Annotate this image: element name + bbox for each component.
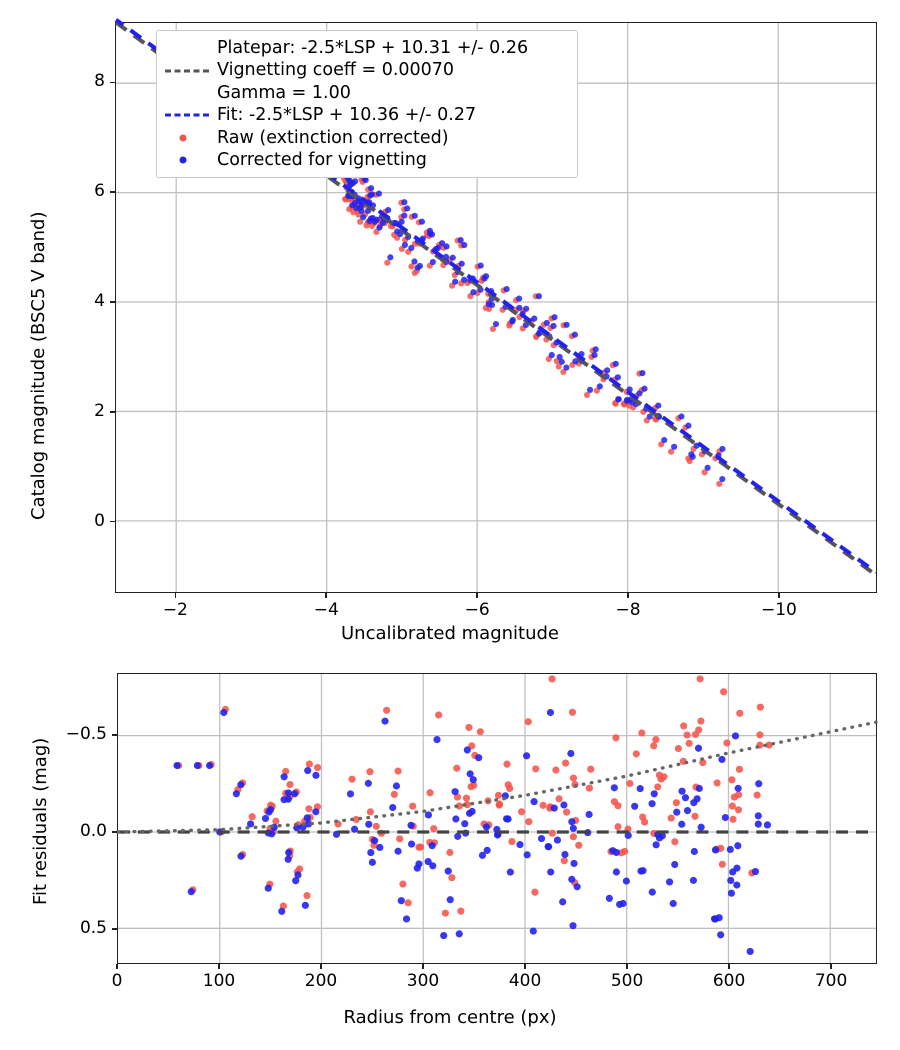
legend-label-vignetting-coeff: Vignetting coeff = 0.00070 xyxy=(217,60,455,81)
top-y-tick-mark xyxy=(110,520,115,523)
top-x-tick-label: −8 xyxy=(615,600,641,620)
legend-label-gamma: Gamma = 1.00 xyxy=(217,82,351,103)
top-x-tick-label: −10 xyxy=(760,600,797,620)
fit-residuals-canvas xyxy=(116,674,878,963)
bottom-y-tick-label: 0.5 xyxy=(79,918,107,939)
bottom-y-axis-title: Fit residuals (mag) xyxy=(30,737,51,905)
legend-key-corrected xyxy=(165,151,209,169)
legend-group-platepar: Platepar: -2.5*LSP + 10.31 +/- 0.26 Vign… xyxy=(165,37,567,104)
fit-residuals-plot xyxy=(116,673,878,964)
bottom-x-tick-label: 400 xyxy=(508,971,542,991)
top-y-tick-mark xyxy=(110,81,115,84)
top-y-tick-label: 8 xyxy=(94,71,105,92)
bottom-y-tick-mark xyxy=(112,831,117,833)
top-x-tick-mark xyxy=(627,593,629,598)
bottom-x-tick-mark xyxy=(728,964,730,969)
bottom-x-tick-mark xyxy=(320,964,322,969)
top-x-axis-title: Uncalibrated magnitude xyxy=(340,623,559,644)
legend-key-fit xyxy=(165,106,209,124)
bottom-x-tick-mark xyxy=(626,964,628,969)
bottom-y-tick-label: 0.0 xyxy=(79,821,107,842)
legend-key-raw xyxy=(165,129,209,147)
bottom-x-tick-mark xyxy=(422,964,424,969)
bottom-x-tick-mark xyxy=(218,964,220,969)
dashed-gray-line-icon xyxy=(165,69,209,73)
top-x-tick-mark xyxy=(476,593,478,598)
legend-key-vignetting-coeff xyxy=(165,62,209,80)
bottom-x-tick-mark xyxy=(116,964,118,969)
blue-dot-marker-icon xyxy=(179,156,187,164)
legend-label-platepar: Platepar: -2.5*LSP + 10.31 +/- 0.26 xyxy=(217,38,529,58)
bottom-x-tick-label: 500 xyxy=(610,971,644,991)
bottom-x-tick-label: 100 xyxy=(202,971,236,991)
top-y-tick-mark xyxy=(110,191,115,193)
dashed-blue-line-icon xyxy=(165,113,209,117)
legend-row-raw: Raw (extinction corrected) xyxy=(165,127,567,149)
top-y-axis-title: Catalog magnitude (BSC5 V band) xyxy=(28,211,49,520)
top-x-tick-mark xyxy=(325,593,328,598)
legend-label-fit: Fit: -2.5*LSP + 10.36 +/- 0.27 xyxy=(217,105,477,126)
top-y-tick-mark xyxy=(110,411,115,413)
top-y-tick-label: 6 xyxy=(94,181,105,202)
legend-label-raw: Raw (extinction corrected) xyxy=(217,127,449,148)
top-y-tick-mark xyxy=(110,301,115,303)
red-dot-marker-icon xyxy=(179,134,187,142)
bottom-x-tick-mark xyxy=(524,964,526,969)
bottom-x-tick-label: 0 xyxy=(111,971,123,991)
bottom-x-tick-label: 600 xyxy=(712,971,746,991)
top-y-tick-label: 2 xyxy=(94,400,105,421)
top-x-tick-mark xyxy=(174,593,177,598)
top-y-tick-label: 4 xyxy=(94,291,105,311)
top-x-tick-label: −6 xyxy=(464,600,490,620)
bottom-y-tick-mark xyxy=(112,734,117,736)
top-x-tick-label: −2 xyxy=(162,600,188,620)
legend-row-corrected: Corrected for vignetting xyxy=(165,149,567,171)
bottom-x-tick-label: 700 xyxy=(814,971,848,991)
bottom-y-tick-mark xyxy=(112,928,117,930)
bottom-x-axis-title: Radius from centre (px) xyxy=(343,1007,557,1028)
bottom-x-tick-label: 300 xyxy=(406,971,440,991)
bottom-x-tick-mark xyxy=(830,964,832,969)
top-x-tick-label: −4 xyxy=(313,600,339,620)
plot-legend: Platepar: -2.5*LSP + 10.31 +/- 0.26 Vign… xyxy=(156,30,578,179)
bottom-x-tick-label: 200 xyxy=(304,971,338,991)
legend-label-corrected: Corrected for vignetting xyxy=(217,149,427,170)
top-y-tick-label: 0 xyxy=(94,510,105,531)
bottom-y-tick-label: −0.5 xyxy=(65,724,107,745)
legend-row-fit: Fit: -2.5*LSP + 10.36 +/- 0.27 xyxy=(165,104,567,126)
top-x-tick-mark xyxy=(778,593,780,598)
